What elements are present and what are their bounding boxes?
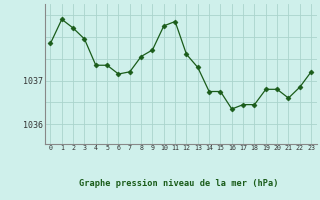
Text: Graphe pression niveau de la mer (hPa): Graphe pression niveau de la mer (hPa) <box>79 180 279 188</box>
